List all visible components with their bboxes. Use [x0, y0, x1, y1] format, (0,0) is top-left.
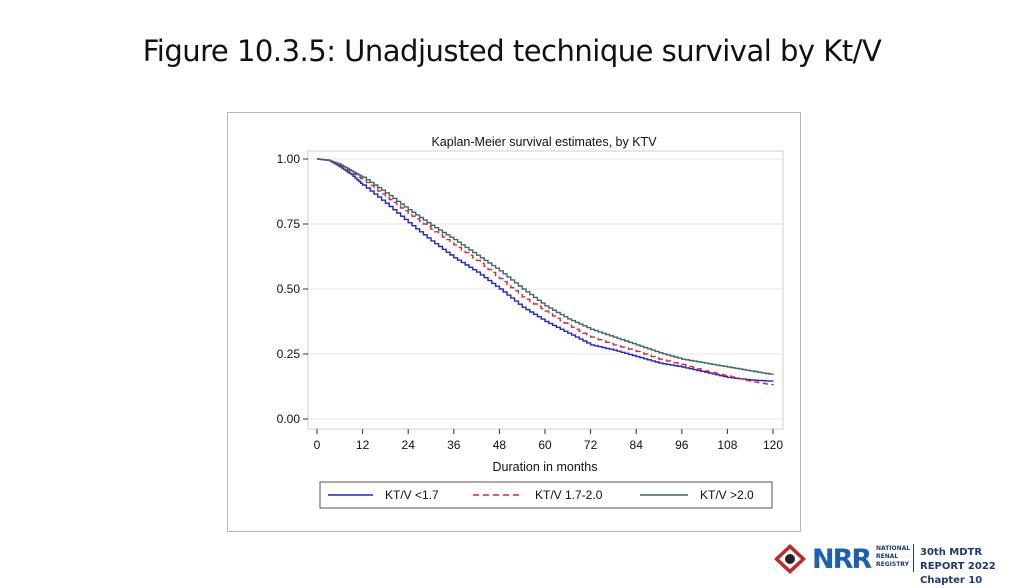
nrr-sub-line1: NATIONAL: [876, 545, 911, 552]
x-tick-label: 36: [447, 438, 461, 452]
x-tick-label: 84: [630, 438, 644, 452]
nrr-logo-subtitle: NATIONAL RENAL REGISTRY: [876, 545, 912, 569]
nrr-sub-line2: RENAL: [876, 553, 899, 560]
y-tick-label: 0.75: [277, 217, 301, 231]
report-footer: NRR NATIONAL RENAL REGISTRY 30th MDTR RE…: [772, 542, 1022, 586]
plot-area: [307, 150, 784, 430]
nrr-logo-text: NRR: [812, 544, 872, 575]
y-tick-label: 0.50: [277, 282, 301, 296]
x-axis-label: Duration in months: [493, 460, 598, 474]
moh-emblem-icon: [774, 544, 806, 574]
y-tick-label: 1.00: [277, 152, 301, 166]
report-title: 30th MDTR REPORT 2022: [920, 547, 996, 572]
legend-label-2: KT/V 1.7-2.0: [535, 488, 603, 502]
x-tick-label: 12: [356, 438, 370, 452]
report-info: 30th MDTR REPORT 2022 Chapter 10: [920, 546, 1022, 588]
x-tick-label: 72: [584, 438, 598, 452]
x-tick-label: 48: [493, 438, 507, 452]
footer-divider: [913, 544, 914, 572]
legend-label-3: KT/V >2.0: [700, 488, 754, 502]
legend-label-1: KT/V <1.7: [385, 488, 439, 502]
km-survival-chart: Kaplan-Meier survival estimates, by KTV …: [277, 135, 784, 509]
slide-title: Figure 10.3.5: Unadjusted technique surv…: [142, 34, 882, 68]
legend-box: [319, 481, 773, 509]
figure-frame: Kaplan-Meier survival estimates, by KTV …: [227, 112, 801, 532]
x-tick-label: 120: [763, 438, 783, 452]
nrr-sub-line3: REGISTRY: [876, 561, 909, 568]
x-tick-label: 96: [675, 438, 689, 452]
series-line-3: [317, 158, 774, 375]
x-tick-label: 24: [402, 438, 416, 452]
grid-layer: [308, 158, 783, 420]
series-line-1: [317, 158, 774, 382]
x-tick-label: 60: [538, 438, 552, 452]
y-tick-label: 0.00: [277, 412, 301, 426]
x-tick-label: 0: [314, 438, 321, 452]
y-tick-label: 0.25: [277, 347, 301, 361]
x-tick-label: 108: [717, 438, 737, 452]
report-chapter: Chapter 10: [920, 575, 983, 586]
axis-layer: 0.00 0.25 0.50 0.75 1.00 0 12 24 36 48 60 72 84 96 108…: [277, 152, 784, 452]
legend: KT/V <1.7 KT/V 1.7-2.0 KT/V >2.0: [328, 488, 754, 502]
chart-title: Kaplan-Meier survival estimates, by KTV: [431, 135, 657, 149]
